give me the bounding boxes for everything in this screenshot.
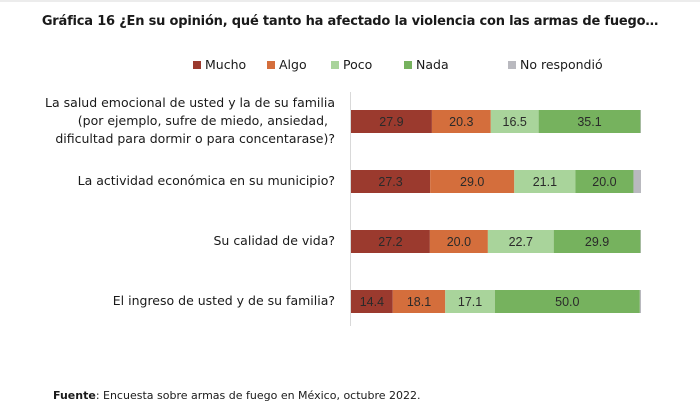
data-label-nada-2: 29.9	[585, 235, 609, 249]
category-label-ingreso: El ingreso de usted y de su familia?	[113, 292, 335, 310]
bar-segment-no-respondi--3	[639, 290, 641, 313]
bar-segment-nada-3	[494, 290, 640, 313]
category-label-salud-emocional: La salud emocional de usted y la de su f…	[45, 94, 335, 148]
category-label-actividad-economica: La actividad económica en su municipio?	[78, 172, 335, 190]
category-label-calidad-de-vida: Su calidad de vida?	[213, 232, 335, 250]
top-border	[0, 0, 700, 2]
bar-segment-no-respondi--0	[640, 110, 641, 133]
legend-item-mucho: Mucho	[193, 57, 246, 72]
bar-segment-algo-3	[392, 290, 446, 313]
bar-segment-algo-2	[429, 230, 488, 253]
legend-swatch-algo	[267, 60, 275, 69]
category-axis	[350, 92, 351, 326]
legend-swatch-nada	[404, 60, 412, 69]
legend-item-poco: Poco	[331, 57, 372, 72]
source-note: Fuente: Encuesta sobre armas de fuego en…	[53, 389, 421, 402]
data-label-poco-1: 21.1	[533, 175, 557, 189]
bar-segment-nada-1	[575, 170, 634, 193]
bar-segment-mucho-0	[351, 110, 432, 133]
bar-segment-poco-0	[490, 110, 539, 133]
legend-swatch-no-respondio	[508, 60, 516, 69]
data-label-nada-0: 35.1	[577, 115, 601, 129]
bar-segment-no-respondi--1	[633, 170, 641, 193]
source-label: Fuente	[53, 389, 96, 402]
data-label-poco-0: 16.5	[503, 115, 527, 129]
data-label-poco-2: 22.7	[509, 235, 533, 249]
data-label-algo-2: 20.0	[447, 235, 471, 249]
legend-label-algo: Algo	[279, 57, 307, 72]
legend-item-no-respondio: No respondió	[508, 57, 603, 72]
legend-swatch-poco	[331, 60, 339, 69]
bar-segment-mucho-3	[351, 290, 393, 313]
legend-label-nada: Nada	[416, 57, 449, 72]
category-label-line: (por ejemplo, sufre de miedo, ansiedad,	[77, 113, 328, 128]
legend-label-no-respondio: No respondió	[520, 57, 603, 72]
data-label-algo-1: 29.0	[460, 175, 484, 189]
bar-segment-poco-1	[514, 170, 576, 193]
source-text: : Encuesta sobre armas de fuego en Méxic…	[95, 389, 421, 402]
bar-segment-mucho-2	[351, 230, 430, 253]
category-label-line: dificultad para dormir o para concentara…	[55, 131, 335, 146]
legend-item-algo: Algo	[267, 57, 307, 72]
data-label-nada-3: 50.0	[555, 295, 579, 309]
bar-segment-algo-1	[430, 170, 515, 193]
legend-swatch-mucho	[193, 60, 201, 69]
bar-segment-no-respondi--2	[640, 230, 641, 253]
data-label-mucho-2: 27.2	[378, 235, 402, 249]
category-label-line: Su calidad de vida?	[213, 233, 335, 248]
legend-label-mucho: Mucho	[205, 57, 247, 72]
data-label-mucho-1: 27.3	[378, 175, 402, 189]
bar-segment-nada-0	[538, 110, 641, 133]
data-label-mucho-0: 27.9	[379, 115, 403, 129]
data-label-poco-3: 17.1	[458, 295, 482, 309]
legend-label-poco: Poco	[343, 57, 373, 72]
data-label-nada-1: 20.0	[592, 175, 616, 189]
category-label-line: El ingreso de usted y de su familia?	[112, 293, 335, 308]
chart-title: Gráfica 16 ¿En su opinión, qué tanto ha …	[41, 14, 659, 29]
legend-item-nada: Nada	[404, 57, 449, 72]
data-label-mucho-3: 14.4	[360, 295, 384, 309]
data-label-algo-0: 20.3	[449, 115, 473, 129]
bar-segment-nada-2	[553, 230, 641, 253]
data-label-algo-3: 18.1	[407, 295, 431, 309]
bar-segment-poco-2	[487, 230, 554, 253]
bar-segment-poco-3	[445, 290, 495, 313]
bar-segment-algo-0	[431, 110, 491, 133]
category-label-line: La salud emocional de usted y la de su f…	[45, 95, 335, 110]
category-label-line: La actividad económica en su municipio?	[77, 173, 335, 188]
bar-segment-mucho-1	[351, 170, 431, 193]
